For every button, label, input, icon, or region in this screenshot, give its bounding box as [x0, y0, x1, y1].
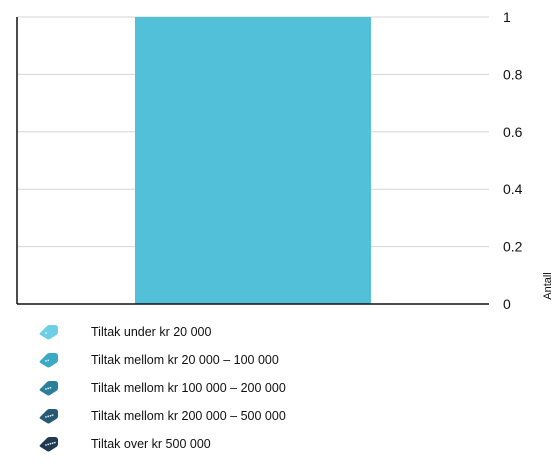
- legend-label: Tiltak mellom kr 20 000 – 100 000: [91, 353, 279, 367]
- money-tag-icon: [38, 408, 60, 424]
- money-tag-icon: [38, 352, 60, 368]
- axes: [16, 17, 489, 305]
- y-axis-title: Antall: [542, 272, 554, 300]
- legend-label: Tiltak mellom kr 100 000 – 200 000: [91, 381, 286, 395]
- legend-item: Tiltak mellom kr 20 000 – 100 000: [38, 346, 286, 374]
- bar: [135, 17, 371, 304]
- legend-item: Tiltak mellom kr 100 000 – 200 000: [38, 374, 286, 402]
- legend-label: Tiltak over kr 500 000: [91, 437, 211, 451]
- y-tick-label: 0.4: [503, 181, 523, 197]
- legend: Tiltak under kr 20 000 Tiltak mellom kr 2…: [38, 318, 286, 458]
- legend-item: Tiltak over kr 500 000: [38, 430, 286, 458]
- y-tick-label: 0.2: [503, 239, 523, 255]
- legend-label: Tiltak mellom kr 200 000 – 500 000: [91, 409, 286, 423]
- y-tick-label: 1: [503, 9, 511, 25]
- y-tick-label: 0.8: [503, 66, 523, 82]
- legend-label: Tiltak under kr 20 000: [91, 325, 212, 339]
- chart: 0 0.2 0.4 0.6 0.8 1 Antall: [16, 9, 554, 312]
- legend-item: Tiltak under kr 20 000: [38, 318, 286, 346]
- money-tag-icon: [38, 324, 60, 340]
- y-tick-labels: 0 0.2 0.4 0.6 0.8 1: [503, 9, 523, 312]
- y-tick-label: 0: [503, 296, 511, 312]
- money-tag-icon: [38, 436, 60, 452]
- legend-item: Tiltak mellom kr 200 000 – 500 000: [38, 402, 286, 430]
- y-tick-label: 0.6: [503, 124, 523, 140]
- money-tag-icon: [38, 380, 60, 396]
- bars: [135, 17, 371, 304]
